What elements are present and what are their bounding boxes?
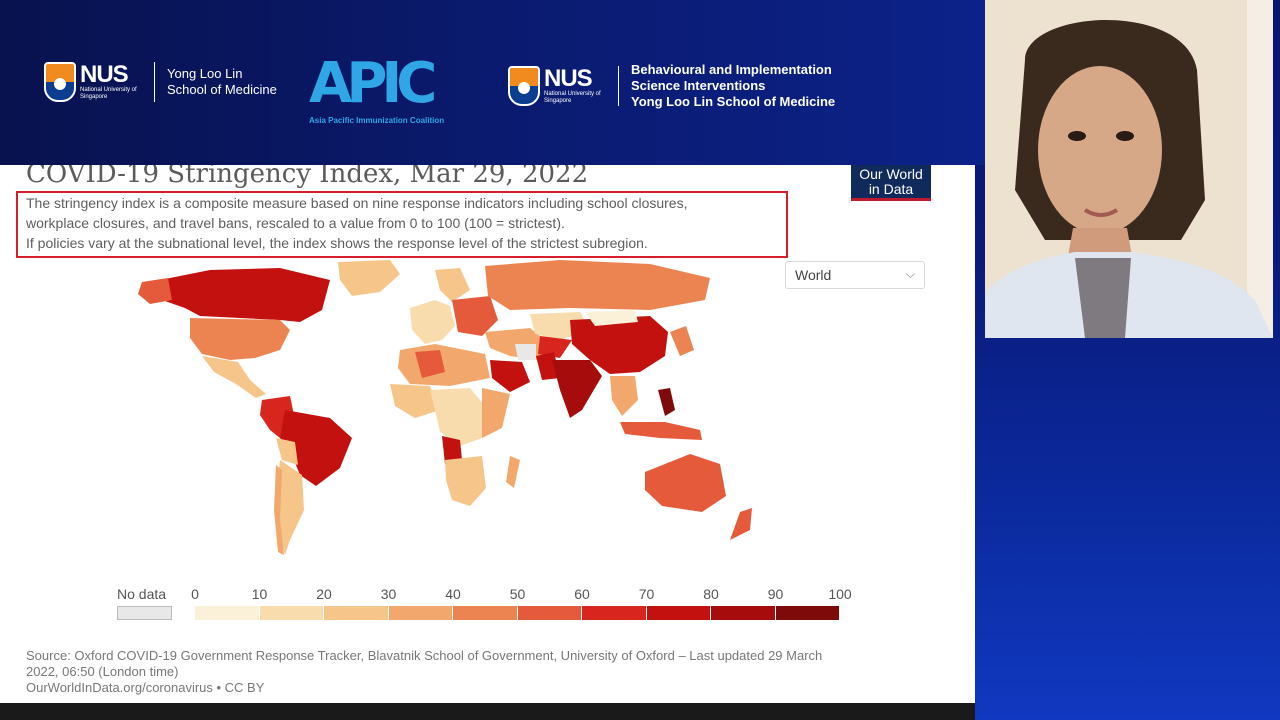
speaker-video-feed <box>985 0 1273 338</box>
legend-no-data-swatch <box>117 606 172 620</box>
map-region-saudi-arabia <box>490 360 530 392</box>
bisi-line-3: Yong Loo Lin School of Medicine <box>631 94 836 109</box>
shared-slide: COVID-19 Stringency Index, Mar 29, 2022 … <box>0 165 975 703</box>
nus-wordmark: NUS <box>544 65 593 92</box>
legend-color-bin <box>646 606 711 620</box>
map-region-indochina <box>610 376 638 416</box>
logo-divider <box>618 66 619 106</box>
bottom-bar <box>0 703 975 720</box>
legend-tick-label: 20 <box>316 586 332 602</box>
map-region-canada <box>160 268 330 322</box>
map-region-korea-japan <box>670 326 694 356</box>
legend-tick-label: 80 <box>703 586 719 602</box>
nus-crest-icon <box>44 62 76 102</box>
map-region-central-africa <box>430 388 488 446</box>
legend-tick-label: 60 <box>574 586 590 602</box>
legend-color-bin <box>775 606 840 620</box>
bisi-line-1: Behavioural and Implementation <box>631 62 832 77</box>
map-region-western-europe <box>410 300 455 344</box>
region-select[interactable]: World ⌵ <box>785 261 925 289</box>
source-line-2: 2022, 06:50 (London time) <box>26 664 179 679</box>
bisi-line-2: Science Interventions <box>631 78 766 93</box>
legend-color-bin <box>195 606 260 620</box>
map-region-mexico <box>202 356 266 398</box>
map-region-bolivia <box>276 438 298 465</box>
map-region-greenland <box>338 260 400 296</box>
legend-tick-label: 40 <box>445 586 461 602</box>
nus-medicine-logo: NUS National University of Singapore Yon… <box>44 62 282 102</box>
map-region-brazil <box>280 410 352 486</box>
map-region-algeria <box>415 350 445 378</box>
map-region-east-africa <box>482 388 510 438</box>
owid-badge: Our World in Data <box>851 165 931 201</box>
legend-tick-label: 0 <box>191 586 199 602</box>
legend-tick-label: 10 <box>251 586 268 602</box>
legend-tick-label: 30 <box>380 586 397 602</box>
map-region-new-zealand <box>730 508 752 540</box>
map-region-chile <box>274 465 284 555</box>
legend-no-data-label: No data <box>117 586 167 602</box>
description-line-3: If policies vary at the subnational leve… <box>26 235 648 251</box>
map-region-angola <box>442 436 462 464</box>
world-map <box>138 260 752 555</box>
map-region-central-asia <box>538 336 572 358</box>
nus-small-text: National University of Singapore <box>80 87 137 100</box>
map-region-madagascar <box>506 456 520 488</box>
legend-tick-label: 70 <box>638 586 655 602</box>
map-region-argentina <box>276 460 304 555</box>
chevron-down-icon: ⌵ <box>905 267 915 281</box>
source-line-1: Source: Oxford COVID-19 Government Respo… <box>26 648 823 663</box>
map-region-philippines <box>658 388 675 416</box>
nus-wordmark: NUS <box>80 61 129 88</box>
legend-color-bin <box>259 606 324 620</box>
map-region-australia <box>645 454 726 512</box>
map-region-west-africa <box>390 384 440 418</box>
legend-color-bin <box>582 606 647 620</box>
map-region-russia <box>485 260 710 310</box>
presentation-header: NUS National University of Singapore Yon… <box>0 0 985 165</box>
map-region-scandinavia <box>435 268 470 302</box>
map-region-alaska <box>138 278 172 304</box>
nus-small-text: National University of Singapore <box>544 91 601 104</box>
owid-badge-line-2: in Data <box>868 181 914 197</box>
source-note: Source: Oxford COVID-19 Government Respo… <box>26 648 926 696</box>
map-region-eastern-europe <box>452 296 498 336</box>
map-region-usa <box>190 318 290 360</box>
map-region-north-africa <box>398 344 490 386</box>
map-region-china <box>570 316 668 374</box>
school-name: Yong Loo Lin School of Medicine <box>167 66 277 97</box>
legend-color-bin <box>324 606 389 620</box>
map-region-mongolia <box>585 310 638 326</box>
map-region-india <box>552 360 602 418</box>
description-line-1: The stringency index is a composite meas… <box>26 195 688 211</box>
apic-logo: APIC Asia Pacific Immunization Coalition <box>309 56 457 128</box>
bisi-name: Behavioural and Implementation Science I… <box>631 62 835 110</box>
legend-color-bin <box>388 606 453 620</box>
map-region-indonesia <box>620 422 702 440</box>
color-legend: No data 0 10 20 30 40 50 60 70 80 90 100 <box>0 580 975 620</box>
legend-tick-label: 90 <box>767 586 784 602</box>
chart-title: COVID-19 Stringency Index, Mar 29, 2022 <box>26 165 589 189</box>
region-select-value: World <box>795 267 832 283</box>
description-line-2: workplace closures, and travel bans, res… <box>26 215 565 231</box>
legend-color-bin <box>453 606 518 620</box>
speaker-silhouette <box>985 0 1273 338</box>
owid-badge-line-1: Our World <box>859 166 923 182</box>
legend-color-bin <box>517 606 582 620</box>
legend-color-bin <box>711 606 776 620</box>
map-region-pakistan <box>536 352 560 380</box>
nus-bisi-logo: NUS National University of Singapore Beh… <box>508 62 835 110</box>
map-region-south-africa <box>445 456 486 506</box>
map-region-afghanistan <box>515 344 536 360</box>
legend-tick-label: 50 <box>509 586 526 602</box>
legend-tick-label: 100 <box>828 586 852 602</box>
apic-wordmark: APIC <box>309 51 437 116</box>
logo-divider <box>154 62 155 102</box>
source-line-3: OurWorldInData.org/coronavirus • CC BY <box>26 680 265 695</box>
highlighted-description: The stringency index is a composite meas… <box>16 191 788 258</box>
nus-crest-icon <box>508 66 540 106</box>
apic-subtitle: Asia Pacific Immunization Coalition <box>309 116 445 125</box>
